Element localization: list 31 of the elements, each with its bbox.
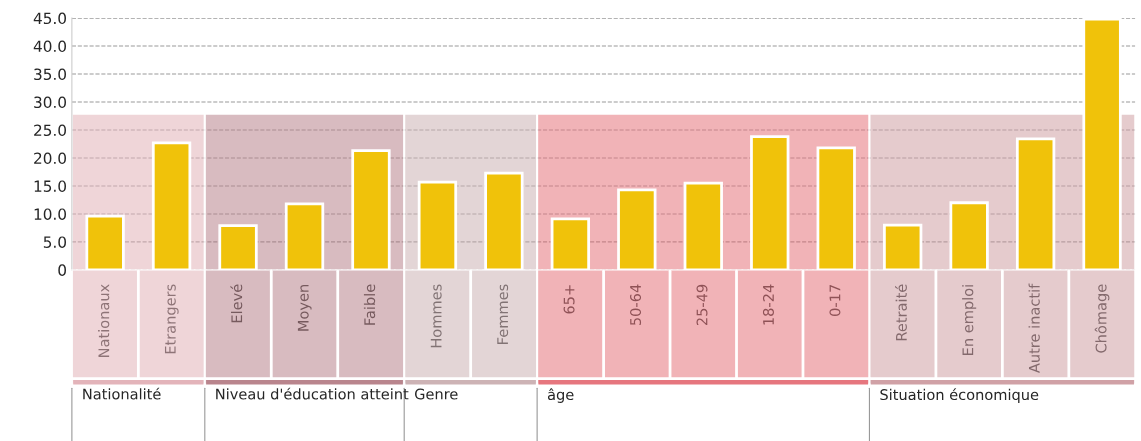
- x-tick-label: Retraité: [895, 284, 907, 341]
- band-label: âge: [547, 388, 574, 403]
- y-tick-label: 25.0: [34, 124, 67, 137]
- x-tick-label: 0-17: [829, 285, 841, 316]
- x-tick-label: Moyen: [297, 285, 312, 331]
- x-tick-label: Elevé: [230, 284, 243, 323]
- x-tick-label: Autre inactif: [1028, 283, 1040, 374]
- y-tick-label: 35.0: [34, 68, 67, 81]
- x-tick-label: Nationaux: [98, 284, 110, 357]
- y-tick-label: 0: [58, 264, 67, 276]
- x-tick-label: 25-49: [696, 284, 708, 326]
- y-tick-label: 15.0: [34, 180, 67, 192]
- x-tick-label: Faible: [363, 284, 376, 325]
- x-tick-label: Etrangers: [164, 284, 179, 354]
- y-tick-label: 40.0: [33, 40, 67, 53]
- y-tick-label: 20.0: [34, 152, 67, 164]
- x-tick-label: Hommes: [430, 284, 442, 348]
- band-label: Situation économique: [880, 388, 1039, 403]
- x-tick-label: 18-24: [762, 284, 774, 325]
- y-tick-label: 45.0: [33, 12, 67, 25]
- x-tick-label: Chômage: [1094, 284, 1110, 353]
- x-tick-label: 65+: [563, 285, 575, 314]
- y-tick-label: 30.0: [34, 96, 67, 109]
- y-tick-label: 10.0: [34, 208, 67, 220]
- y-tick-label: 5.0: [43, 236, 67, 248]
- x-tick-label: Femmes: [497, 284, 509, 344]
- band-label: Genre: [414, 388, 458, 400]
- x-tick-label: 50-64: [630, 284, 642, 326]
- band-label: Niveau d'éducation atteint: [216, 387, 409, 400]
- band-label: Nationalité: [83, 387, 161, 400]
- x-tick-label: En emploi: [962, 285, 977, 355]
